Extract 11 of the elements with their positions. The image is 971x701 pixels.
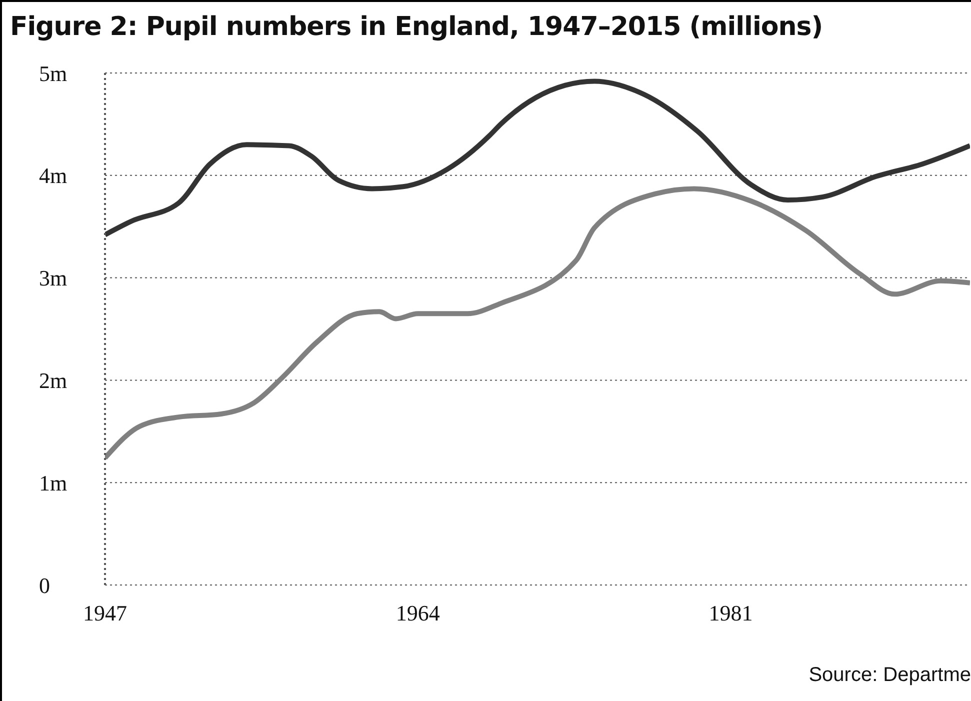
y-tick-label: 3m bbox=[39, 266, 68, 291]
x-tick-label: 1981 bbox=[708, 600, 753, 626]
y-tick-label: 1m bbox=[39, 470, 68, 496]
y-tick-label: 2m bbox=[39, 368, 68, 394]
y-tick-label: 5m bbox=[39, 60, 68, 86]
x-tick-label: 1964 bbox=[396, 600, 440, 626]
y-tick-label: 4m bbox=[39, 163, 68, 188]
source-note: Source: Departme bbox=[808, 664, 971, 687]
chart-title: Figure 2: Pupil numbers in England, 1947–2015 (millions) bbox=[9, 11, 824, 44]
y-tick-label: 0 bbox=[39, 572, 50, 598]
x-tick-label: 1947 bbox=[83, 600, 127, 626]
